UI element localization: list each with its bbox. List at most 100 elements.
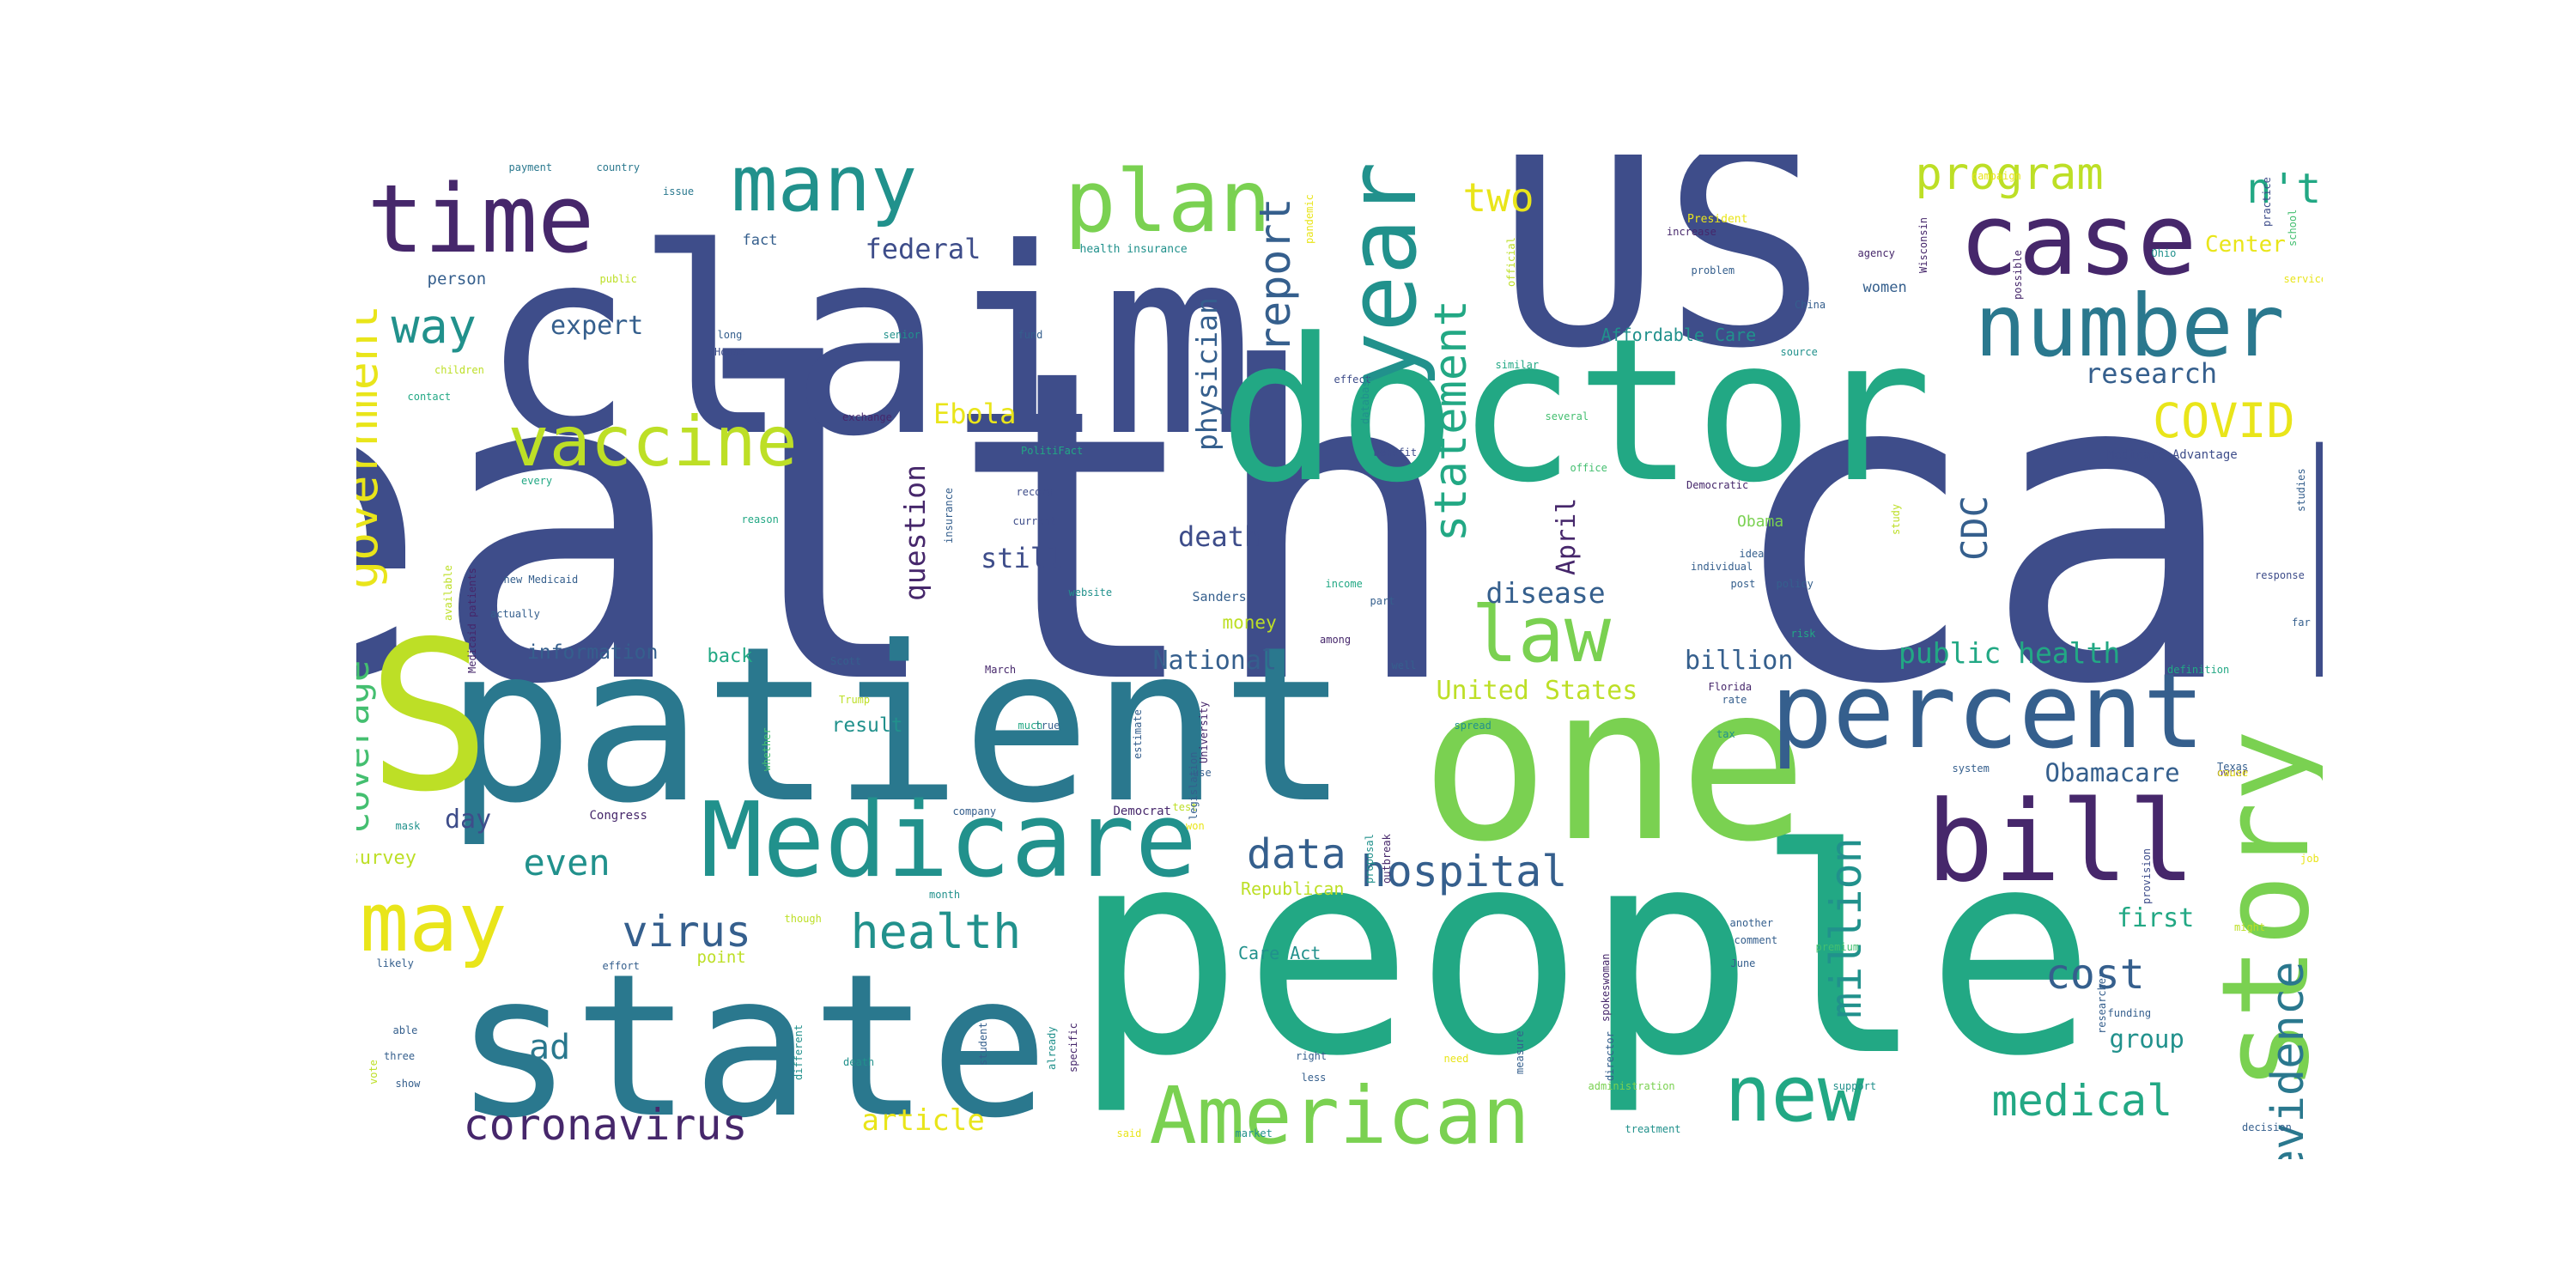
word-cloud-term: director bbox=[1604, 1031, 1616, 1081]
word-cloud-term: studies bbox=[2295, 467, 2307, 512]
word-cloud-term: similar bbox=[1495, 359, 1540, 371]
word-cloud-term: estimate bbox=[1132, 709, 1144, 759]
word-cloud-term: Affordable Care bbox=[1601, 325, 1757, 345]
word-cloud-term: treatment bbox=[1625, 1123, 1681, 1135]
word-cloud-term: use bbox=[1193, 767, 1212, 779]
word-cloud-term: Democratic bbox=[1686, 479, 1749, 491]
word-cloud-term: insurance bbox=[943, 487, 955, 544]
word-cloud-term: million bbox=[1821, 836, 1871, 1018]
word-cloud-term: record bbox=[1016, 486, 1054, 498]
word-cloud-term: benefit bbox=[1373, 447, 1418, 459]
word-cloud-term: support bbox=[1832, 1080, 1877, 1092]
word-cloud-term: agency bbox=[1857, 247, 1895, 259]
word-cloud-term: effect bbox=[1334, 374, 1371, 386]
word-cloud-term: bill bbox=[1926, 776, 2196, 907]
word-cloud-term: much bbox=[1018, 720, 1043, 732]
word-cloud-term: different bbox=[793, 1024, 805, 1080]
word-cloud-term: month bbox=[929, 889, 961, 901]
word-cloud-term: study bbox=[1890, 503, 1902, 535]
word-cloud-term: ad bbox=[529, 1028, 571, 1067]
word-cloud-term: time bbox=[367, 164, 595, 274]
word-cloud-term: money bbox=[1222, 611, 1277, 633]
word-cloud-term: well bbox=[1391, 659, 1417, 671]
word-cloud-term: Congress bbox=[589, 809, 647, 823]
word-cloud-term: Wisconsin bbox=[1917, 216, 1929, 273]
word-cloud-term: service bbox=[2283, 273, 2324, 285]
word-cloud-term: patient bbox=[445, 600, 1350, 850]
word-cloud-term: percent bbox=[1771, 653, 2205, 772]
word-cloud-term: disease bbox=[1485, 575, 1606, 610]
word-cloud-term: office bbox=[1570, 462, 1607, 474]
word-cloud-term: problem bbox=[1691, 264, 1735, 276]
word-cloud-term: day bbox=[445, 805, 492, 835]
word-cloud-term: Democrat bbox=[1113, 805, 1171, 818]
word-cloud-term: market bbox=[1235, 1127, 1273, 1139]
word-cloud-term: said bbox=[1116, 1127, 1142, 1139]
word-cloud-term: pandemic bbox=[1303, 194, 1315, 244]
word-cloud-term: COVID bbox=[2153, 392, 2295, 448]
word-cloud-term: number bbox=[1974, 276, 2285, 376]
word-cloud-term: claim bbox=[479, 193, 1255, 493]
word-cloud-term: practice bbox=[2261, 177, 2273, 227]
word-cloud-term: vote bbox=[368, 1059, 380, 1084]
word-cloud-term: increase bbox=[1667, 226, 1716, 238]
word-cloud-term: public bbox=[599, 273, 637, 285]
word-cloud-term: information bbox=[527, 641, 659, 664]
word-cloud-term: might bbox=[2234, 921, 2266, 933]
word-cloud-term: state bbox=[454, 933, 1049, 1159]
word-cloud-term: Ohio bbox=[2151, 247, 2177, 259]
word-cloud-term: University bbox=[1198, 701, 1210, 763]
word-cloud-term: public health bbox=[1899, 635, 2121, 670]
word-cloud-term: result bbox=[831, 714, 903, 737]
word-cloud-term: proposal bbox=[1364, 834, 1376, 884]
word-cloud-term: back bbox=[707, 646, 753, 667]
word-cloud-term: provision bbox=[2141, 848, 2153, 904]
word-cloud-term: website bbox=[1068, 586, 1113, 598]
word-cloud-term: Sanders bbox=[1192, 588, 1247, 605]
word-cloud-term: health insurance bbox=[1079, 242, 1188, 256]
word-cloud-term: measure bbox=[1514, 1030, 1526, 1074]
word-cloud-term: survey bbox=[356, 848, 416, 869]
word-cloud-term: rate bbox=[1722, 694, 1747, 706]
word-cloud-term: mask bbox=[395, 820, 421, 832]
word-cloud-term: another bbox=[1729, 917, 1774, 929]
word-cloud-term: Obama bbox=[1737, 513, 1784, 531]
word-cloud-term: campaign bbox=[1971, 170, 2021, 182]
word-cloud-term: Care Act bbox=[1238, 943, 1321, 963]
word-cloud-term: article bbox=[861, 1103, 985, 1138]
word-cloud-term: policy bbox=[1776, 578, 1814, 590]
word-cloud-term: report bbox=[1250, 197, 1300, 353]
word-cloud-term: health care bbox=[356, 278, 2323, 778]
word-cloud-term: Center bbox=[2205, 232, 2286, 258]
word-cloud-term: many bbox=[731, 155, 918, 229]
word-cloud-term: show bbox=[395, 1078, 421, 1090]
word-cloud-term: though bbox=[784, 913, 822, 925]
word-cloud-term: definition bbox=[2167, 664, 2230, 676]
word-cloud-term: PolitiFact bbox=[1021, 445, 1084, 457]
word-cloud-term: vaccine bbox=[507, 402, 798, 482]
word-cloud-term: owner bbox=[2217, 767, 2249, 779]
word-cloud-term: income bbox=[1325, 578, 1363, 590]
word-cloud-term: fact bbox=[742, 231, 778, 249]
word-cloud-term: doctor bbox=[1218, 297, 1933, 526]
word-cloud-term: United States bbox=[1436, 676, 1638, 706]
word-cloud-term: hospital bbox=[1360, 847, 1568, 896]
word-cloud-term: American bbox=[1149, 1070, 1530, 1159]
word-cloud-term: may bbox=[360, 875, 507, 970]
word-cloud-term: even bbox=[523, 841, 611, 884]
word-cloud-term: person bbox=[427, 269, 487, 289]
word-cloud-term: part bbox=[1370, 595, 1395, 607]
word-cloud-term: coronavirus bbox=[463, 1100, 748, 1150]
word-cloud-term: exchange bbox=[842, 411, 892, 423]
word-cloud-term: three bbox=[384, 1050, 416, 1062]
word-cloud-term: actually bbox=[490, 608, 540, 620]
word-cloud-term: still bbox=[981, 542, 1064, 574]
word-cloud-term: already bbox=[1046, 1025, 1058, 1070]
word-cloud-term: official bbox=[1505, 237, 1517, 287]
word-cloud-term: year bbox=[1327, 161, 1437, 389]
word-cloud-term: premium bbox=[1815, 941, 1860, 953]
word-cloud-term: President bbox=[1687, 212, 1748, 226]
word-cloud-term: case bbox=[1959, 182, 2197, 298]
word-cloud-term: June bbox=[1730, 957, 1756, 969]
